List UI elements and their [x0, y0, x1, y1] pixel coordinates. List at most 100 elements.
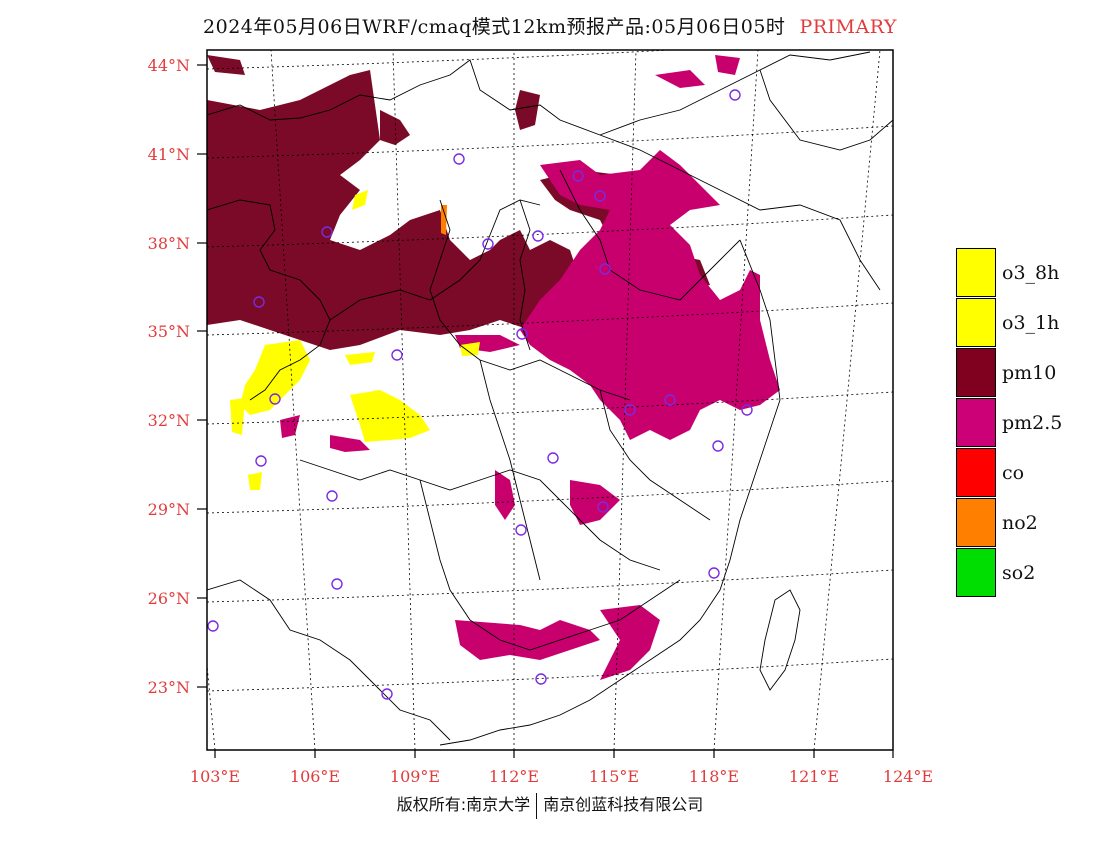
lon-label: 109°E: [390, 767, 440, 786]
border-west-2: [329, 199, 541, 321]
lat-label: 23°N: [148, 678, 190, 697]
legend-swatch: [956, 398, 996, 447]
border-south-2: [299, 459, 661, 571]
legend-label: o3_8h: [1002, 262, 1060, 284]
footer: 版权所有:南京大学 南京创蓝科技有限公司: [0, 791, 1100, 819]
station-marker: [331, 578, 343, 590]
meridian-line: [270, 50, 316, 750]
pm25-region: [330, 435, 370, 452]
pm25-region: [520, 150, 780, 440]
o3-region: [460, 342, 480, 356]
lon-label: 112°E: [489, 767, 539, 786]
title-main: 2024年05月06日WRF/cmaq模式12km预报产品:05月06日05时: [203, 16, 786, 38]
border-west-1: [207, 199, 331, 401]
legend-label: so2: [1002, 562, 1036, 584]
border-north: [207, 59, 881, 291]
parallel-line: [207, 569, 893, 603]
station-marker: [597, 501, 609, 513]
station-marker: [624, 404, 636, 416]
o3-region: [352, 190, 368, 210]
meridian-line: [713, 50, 759, 750]
chart-title: 2024年05月06日WRF/cmaq模式12km预报产品:05月06日05时 P…: [0, 12, 1100, 39]
legend-label: pm2.5: [1002, 412, 1063, 434]
legend-swatch: [956, 498, 996, 547]
o3-region: [240, 340, 310, 415]
border-south-3: [419, 479, 681, 651]
parallel-line: [207, 391, 893, 425]
monitoring-stations: [207, 89, 753, 700]
title-tag: PRIMARY: [799, 16, 897, 38]
lon-label: 115°E: [589, 767, 639, 786]
lat-label: 26°N: [148, 589, 190, 608]
meridian-line: [813, 50, 881, 750]
o3-region: [350, 390, 430, 442]
station-marker: [535, 673, 547, 685]
pm25-region: [455, 620, 600, 660]
station-marker: [729, 89, 741, 101]
graticule: [207, 50, 893, 750]
pm25-region: [600, 605, 660, 680]
station-marker: [482, 238, 494, 250]
o3-region: [230, 398, 245, 435]
station-marker: [572, 170, 584, 182]
no2-region: [441, 205, 447, 235]
station-marker: [321, 226, 333, 238]
legend-swatch: [956, 548, 996, 597]
lon-label: 106°E: [290, 767, 340, 786]
pm25-region: [495, 470, 515, 520]
station-marker: [741, 404, 753, 416]
border-mid-2: [519, 169, 741, 351]
lat-label: 44°N: [148, 56, 190, 75]
pm25-region: [655, 70, 705, 88]
footer-company: 南京创蓝科技有限公司: [543, 795, 704, 814]
station-marker: [664, 394, 676, 406]
legend-label: no2: [1002, 512, 1038, 534]
border-south-1: [207, 579, 451, 741]
station-marker: [599, 263, 611, 275]
station-marker: [453, 153, 465, 165]
lon-label: 103°E: [190, 767, 240, 786]
station-marker: [708, 567, 720, 579]
station-marker: [207, 620, 219, 632]
station-marker: [515, 524, 527, 536]
o3-region: [345, 352, 375, 365]
lat-label: 32°N: [148, 411, 190, 430]
station-marker: [712, 440, 724, 452]
legend-swatch: [956, 348, 996, 397]
lon-label: 124°E: [883, 767, 933, 786]
pm10-region: [207, 55, 245, 75]
border-coast: [439, 239, 781, 746]
legend-swatch: [956, 448, 996, 497]
pm25-region: [570, 480, 620, 525]
map-frame: [206, 49, 894, 751]
meridian-line: [613, 50, 637, 750]
footer-separator: [536, 792, 538, 819]
pm25-region: [715, 55, 740, 75]
border-northeast: [599, 51, 893, 151]
lat-label: 35°N: [148, 322, 190, 341]
pm10-region: [380, 110, 410, 145]
axis-ticks: [197, 64, 894, 758]
province-borders: [207, 51, 893, 746]
station-marker: [391, 349, 403, 361]
station-marker: [594, 190, 606, 202]
o3-region: [248, 472, 262, 490]
legend-swatch: [956, 298, 996, 347]
lat-label: 38°N: [148, 234, 190, 253]
pm25-region: [280, 415, 300, 438]
pm10-region: [515, 90, 540, 130]
parallel-line: [207, 480, 893, 514]
station-marker: [253, 296, 265, 308]
lon-label: 118°E: [689, 767, 739, 786]
lat-label: 29°N: [148, 500, 190, 519]
latitude-labels: 44°N 41°N 38°N 35°N 32°N 29°N 26°N 23°N: [148, 56, 190, 697]
parallel-line: [207, 50, 679, 70]
station-marker: [547, 452, 559, 464]
border-central: [479, 359, 711, 581]
longitude-labels: 103°E 106°E 109°E 112°E 115°E 118°E 121°E 124°E: [190, 767, 933, 786]
legend-label: co: [1002, 462, 1025, 484]
station-marker: [255, 455, 267, 467]
legend-label: pm10: [1002, 362, 1057, 384]
station-marker: [516, 328, 528, 340]
